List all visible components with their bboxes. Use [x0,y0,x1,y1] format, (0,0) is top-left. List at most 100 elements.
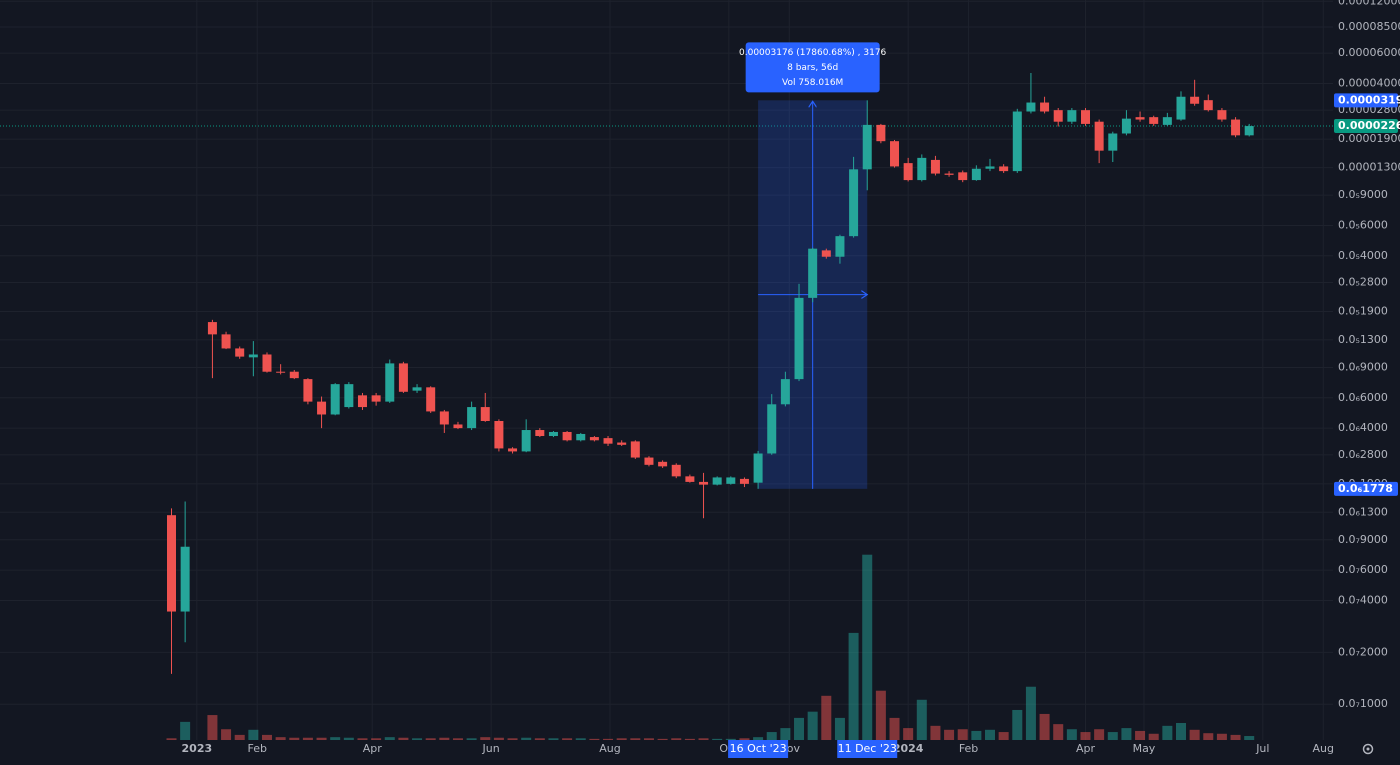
y-tick-label: 0.0₆4000 [1338,421,1388,434]
candle-body [1108,133,1118,151]
candle-body [821,250,831,257]
volume-bar [1053,724,1064,740]
settings-button[interactable] [1362,743,1374,755]
badge-layer: 0.00003176 (17860.68%) , 3176 8 bars, 56d… [728,42,1400,758]
candle-body [521,430,531,452]
volume-bar [562,738,573,740]
volume-bar [1175,723,1186,740]
candle-body [235,348,245,357]
date-badge [837,740,898,758]
y-tick-label: 0.0₆1300 [1338,505,1388,518]
y-tick-label: 0.0₅4000 [1338,249,1388,262]
volume-bar [330,737,341,740]
x-tick-label: Aug [599,742,620,755]
volume-bar [343,737,354,740]
volume-bar [1162,725,1173,740]
volume-bar [985,729,996,740]
volume-bar [930,725,941,740]
candle-body [1162,117,1172,125]
candle-body [780,379,790,405]
volume-bar [398,737,409,740]
candle-body [1176,96,1186,120]
volume-bar [657,738,668,740]
y-tick-label: 0.0₅1900 [1338,305,1388,318]
volume-bar [1121,728,1132,740]
candle-body [1203,100,1213,111]
candle-body [385,363,395,402]
candle-body [248,354,258,358]
candle-body [166,515,176,612]
volume-bar [412,738,423,740]
candle-body [999,166,1009,172]
candle-body [603,438,613,444]
x-tick-label: Jun [482,742,500,755]
y-tick-label: 0.00006000 [1338,46,1400,59]
date-badge-label: 16 Oct '23 [730,742,787,755]
volume-bar [998,732,1009,740]
gear-icon[interactable] [1362,743,1374,755]
candle-body [508,448,518,452]
volume-bar [889,717,900,740]
candle-body [1067,110,1077,122]
volume-bar [698,738,709,740]
candle-body [1149,117,1159,124]
volume-bar [1080,732,1091,740]
candle-body [712,477,722,485]
candle-body [1094,121,1104,151]
volume-bar [1148,733,1159,740]
price-badge [1334,119,1398,134]
candle-body [617,442,627,445]
candle-body [317,401,327,415]
volume-bar [1066,729,1077,740]
volume-bar [548,738,559,740]
y-tick-label: 0.0₅9000 [1338,188,1388,201]
candle-body [903,163,913,181]
x-tick-label: Feb [959,742,978,755]
candle-body [726,477,736,484]
gear-center[interactable] [1366,747,1370,751]
volume-bar [1230,734,1241,740]
volume-bar [753,737,764,740]
volume-bar [725,738,736,740]
candle-body [1121,118,1131,134]
candle-body [1053,110,1063,122]
candle-body [1080,110,1090,124]
volume-bar [807,711,818,740]
candle-body [739,478,749,484]
candle-body [344,384,354,408]
candle-body [1012,111,1022,172]
candle-body [357,395,367,408]
volume-bar [439,737,450,740]
measure-tooltip [745,42,880,93]
candle-body [480,407,490,421]
y-tick-label: 0.0₅1300 [1338,333,1388,346]
volume-bar [1107,732,1118,740]
volume-bar [384,737,395,740]
y-tick-label: 0.0₆6000 [1338,391,1388,404]
candle-body [794,297,804,380]
volume-bar [957,729,968,740]
candle-body [985,166,995,169]
y-tick-label: 0.0₇6000 [1338,563,1388,576]
candle-body [930,159,940,174]
price-badge-label: 0.00002264 [1338,119,1400,132]
candle-body [890,141,900,167]
candle-body [835,236,845,257]
measure-tooltip-line: 8 bars, 56d [787,63,838,73]
volume-bar [848,632,859,740]
volume-bar [821,695,832,740]
x-tick-label: Jul [1255,742,1269,755]
y-tick-label: 0.00001900 [1338,132,1400,145]
volume-bar [248,729,259,740]
candle-body [453,424,463,429]
volume-bar [616,738,627,740]
candle-body [753,453,763,483]
candle-body [562,431,572,441]
volume-bar [275,737,286,740]
candle-body [658,461,668,467]
volume-bar [575,738,586,740]
volume-bar [643,738,654,740]
candle-body [699,481,709,485]
volume-bar [1135,730,1146,740]
